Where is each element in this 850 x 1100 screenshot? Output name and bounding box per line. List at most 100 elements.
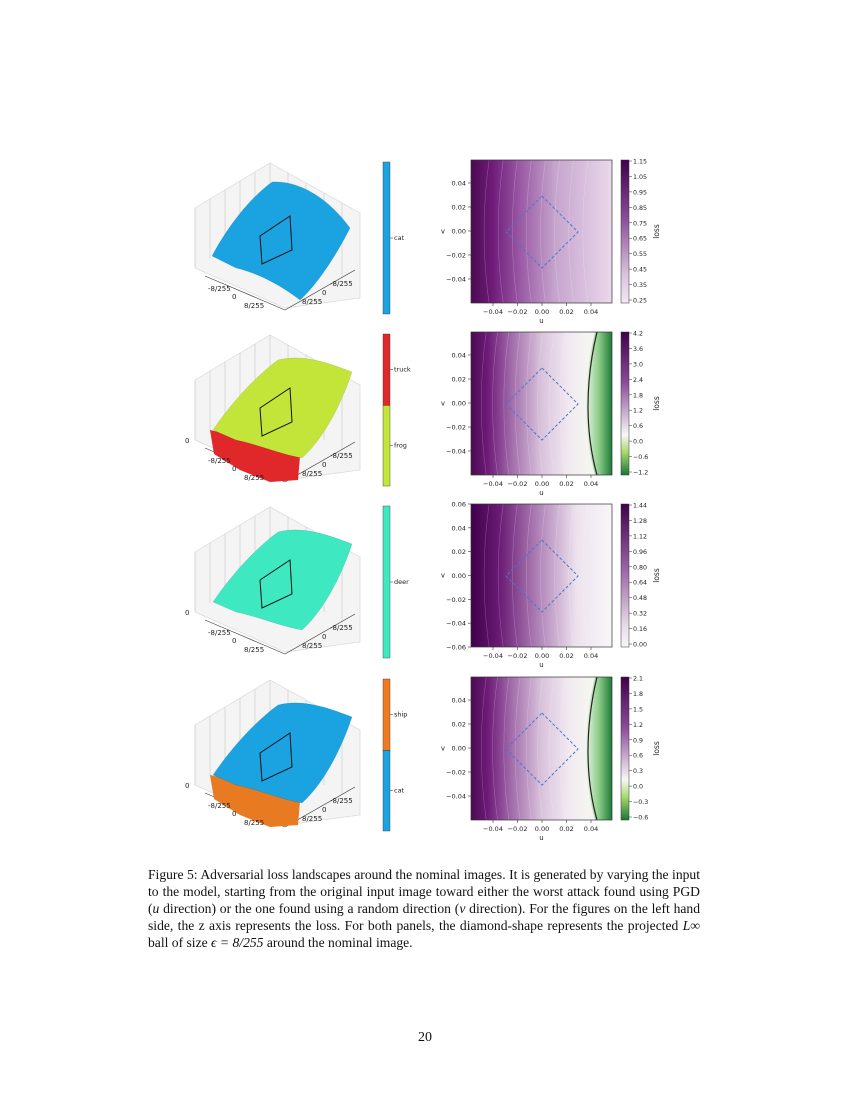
v-tick-label: 0 — [322, 289, 326, 297]
projected-linf-ball — [505, 539, 579, 613]
class-label: truck — [394, 366, 411, 374]
x-axis-label: u — [539, 317, 543, 325]
class-label: ship — [394, 711, 407, 719]
contour-level — [548, 331, 555, 476]
y-tick-label: 0.00 — [452, 228, 466, 236]
u-axis — [204, 619, 286, 655]
y-tick-label: −0.02 — [446, 596, 466, 604]
colorbar-tick-label: 0.3 — [633, 768, 643, 775]
u-tick-label: -8/255 — [208, 457, 231, 465]
colorbar-tick-label: 1.15 — [633, 159, 647, 166]
colorbar-tick-label: 3.0 — [633, 361, 643, 368]
colorbar-fill — [620, 331, 630, 476]
class-bar: deer — [382, 505, 409, 659]
u-tick-label: 8/255 — [244, 646, 264, 654]
contour-plot: −0.04 −0.02 0.00 0.02 0.04u0.060.040.020.00−… — [441, 501, 613, 669]
decision-boundary — [587, 331, 598, 476]
contour-frame — [470, 676, 613, 821]
z-axis-tick: 0 — [185, 609, 189, 617]
v-tick-label: 8/255 — [302, 298, 322, 306]
y-tick-label: 0.00 — [452, 400, 466, 408]
colorbar: 1.15 1.05 0.95 0.85 0.75 0.65 0.55 0.45 0.35 0.25… — [620, 159, 661, 305]
colorbar-fill — [620, 159, 630, 304]
class-segment-truck — [382, 333, 391, 406]
colorbar-label: loss — [652, 396, 661, 411]
colorbar-tick-label: 1.2 — [633, 408, 643, 415]
u-tick-label: -8/255 — [208, 285, 231, 293]
colorbar-fill — [620, 676, 630, 821]
class-segment-ship — [382, 678, 391, 751]
contour-level — [526, 159, 532, 304]
contour-level — [559, 676, 566, 821]
v-tick-label: 0 — [322, 633, 326, 641]
colorbar-tick-label: 2.1 — [633, 676, 643, 683]
y-tick-label: 0.02 — [452, 548, 466, 556]
loss-surface — [212, 529, 353, 631]
contour-level — [568, 159, 574, 304]
v-tick-label: -8/255 — [330, 797, 353, 805]
contour-level — [503, 676, 510, 821]
y-tick-label: −0.02 — [446, 769, 466, 777]
class-label: deer — [394, 578, 409, 586]
x-tick-label: 0.00 — [535, 652, 549, 660]
page-number: 20 — [418, 1030, 432, 1045]
contour-level — [512, 159, 518, 304]
colorbar-tick-label: 0.48 — [633, 595, 647, 602]
u-tick-label: 8/255 — [244, 819, 264, 827]
contour-level — [548, 676, 555, 821]
colorbar-tick-label: 0.80 — [633, 564, 647, 571]
contour-plot: −0.04 −0.02 0.00 0.02 0.04 u 0.04 0.02 0.00 −0.02… — [441, 331, 613, 497]
contour-level — [582, 159, 589, 304]
colorbar-label: loss — [652, 224, 661, 239]
figure-caption: Figure 5: Adversarial loss landscapes ar… — [148, 867, 700, 950]
x-tick-label: −0.04 — [483, 825, 503, 833]
contour-level — [514, 676, 521, 821]
colorbar-tick-label: 4.2 — [633, 331, 643, 338]
projected-linf-ball — [505, 367, 579, 441]
y-axis-label: v — [441, 400, 445, 408]
colorbar-tick-label: 0.55 — [633, 251, 647, 258]
contour-level — [526, 676, 532, 821]
contour-plot: −0.04 −0.02 0.00 0.02 0.04 u 0.04 0.02 0.00 −0.02… — [441, 676, 613, 842]
v-tick-label: -8/255 — [330, 452, 353, 460]
class-label: cat — [394, 234, 405, 242]
colorbar-tick-label: −0.6 — [633, 454, 648, 461]
contour-level — [537, 676, 543, 821]
class-bar: truck frog — [382, 333, 411, 487]
class-segment-deer — [382, 505, 391, 659]
colorbar: 2.1 1.8 1.5 1.2 0.9 0.6 0.3 0.0 −0.3 −0.6 loss — [620, 676, 661, 822]
y-axis-label: v — [441, 572, 445, 580]
z-axis-tick: 0 — [185, 437, 189, 445]
y-tick-label: 0.02 — [452, 204, 466, 212]
contour-level — [582, 503, 589, 648]
colorbar-tick-label: 0.95 — [633, 189, 647, 196]
x-tick-label: 0.02 — [559, 652, 573, 660]
x-tick-label: 0.00 — [535, 480, 549, 488]
colorbar-tick-label: 1.5 — [633, 706, 643, 713]
y-tick-label: 0.00 — [452, 572, 466, 580]
contour-level — [480, 676, 487, 821]
negative-loss-region — [586, 677, 612, 820]
colorbar-tick-label: 0.96 — [633, 549, 647, 556]
colorbar-tick-label: 1.44 — [633, 503, 647, 510]
linf-ball-diamond — [259, 387, 293, 437]
x-tick-label: −0.02 — [508, 308, 528, 316]
v-tick-label: 0 — [322, 461, 326, 469]
negative-loss-region — [586, 332, 612, 475]
x-tick-label: 0.00 — [535, 825, 549, 833]
class-label: frog — [394, 442, 407, 450]
colorbar-tick-label: 1.28 — [633, 518, 647, 525]
colorbar-tick-label: 0.45 — [633, 267, 647, 274]
colorbar: 4.2 3.6 3.0 2.4 1.8 1.2 0.6 0.0 −0.6 −1.2 loss — [620, 331, 661, 477]
v-tick-label: -8/255 — [330, 280, 353, 288]
contour-level — [526, 331, 532, 476]
colorbar-tick-label: 0.75 — [633, 220, 647, 227]
loss-surface — [211, 181, 351, 301]
contour-level — [497, 159, 504, 304]
